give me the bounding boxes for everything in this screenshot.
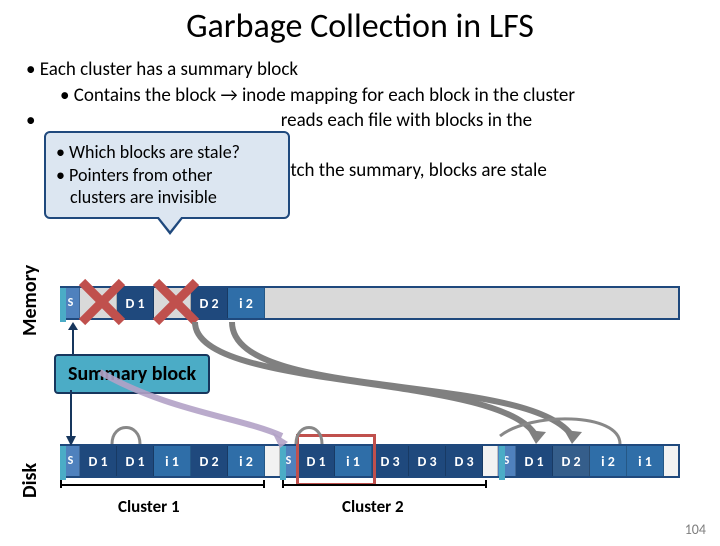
bullet-1: Each cluster has a summary block	[26, 57, 720, 83]
disk-i2: i 2	[228, 446, 265, 476]
summary-block-badge: Summary block	[54, 354, 210, 394]
callout-line3: clusters are invisible	[70, 186, 217, 208]
disk-d3a: D 3	[372, 446, 409, 476]
arrow-icon	[62, 390, 80, 451]
disk-label: Disk	[18, 463, 42, 498]
bullet-2: Contains the block → inode mapping for e…	[60, 83, 720, 109]
mem-block-d1: D 1	[117, 288, 154, 318]
disk-d2: D 2	[191, 446, 228, 476]
page-title: Garbage Collection in LFS	[0, 6, 720, 47]
disk-i1a: i 1	[154, 446, 191, 476]
mem-block-d2: D 2	[191, 288, 228, 318]
disk-d2b: D 2	[553, 446, 590, 476]
mem-gap	[80, 288, 117, 318]
disk-d1b: D 1	[117, 446, 154, 476]
disk-i2b: i 2	[590, 446, 627, 476]
callout-box: • Which blocks are stale? • Pointers fro…	[44, 131, 290, 219]
disk-d3b: D 3	[409, 446, 446, 476]
disk-d1d: D 1	[516, 446, 553, 476]
callout-line1: Which blocks are stale?	[69, 141, 240, 163]
disk-d1a: D 1	[80, 446, 117, 476]
disk-i1c: i 1	[627, 446, 664, 476]
callout-line2: Pointers from other	[69, 164, 212, 186]
cluster2-label: Cluster 2	[342, 496, 404, 517]
page-number: 104	[685, 521, 706, 538]
cluster2-bracket	[282, 484, 487, 494]
red-highlight-box	[296, 434, 376, 486]
mem-block-i2: i 2	[228, 288, 265, 318]
disk-area: S D 1 D 1 i 1 D 2 i 2 S D 1 i 1 D 3 D 3 …	[60, 444, 682, 504]
disk-d3c: D 3	[446, 446, 483, 476]
memory-label: Memory	[18, 265, 42, 336]
mem-gap2	[154, 288, 191, 318]
memory-strip: S D 1 D 2 i 2	[60, 286, 680, 320]
cluster1-bracket	[60, 484, 265, 494]
cluster1-label: Cluster 1	[118, 496, 180, 517]
